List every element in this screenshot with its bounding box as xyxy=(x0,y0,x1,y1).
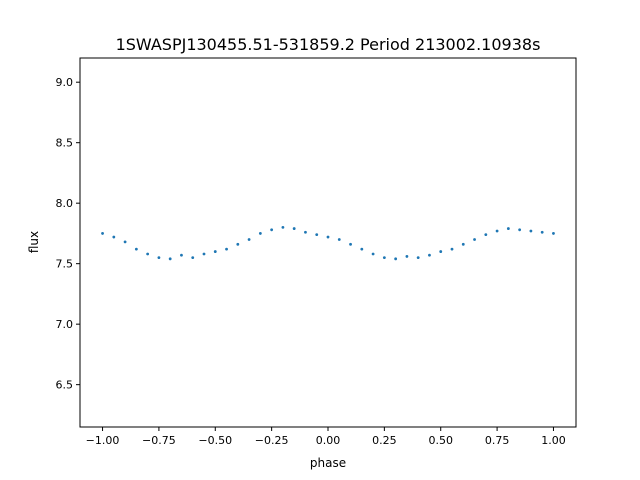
data-point xyxy=(304,230,307,234)
data-point xyxy=(270,228,274,232)
data-point xyxy=(552,232,555,235)
y-tick-label: 7.0 xyxy=(56,318,74,331)
data-point xyxy=(518,228,522,232)
x-tick-label: −0.50 xyxy=(198,434,232,447)
data-point xyxy=(416,256,420,260)
data-point xyxy=(157,256,161,260)
data-point xyxy=(146,252,150,256)
data-point xyxy=(450,247,454,251)
data-point xyxy=(134,247,138,251)
y-tick-label: 8.5 xyxy=(56,137,74,150)
data-point xyxy=(382,256,386,260)
data-point xyxy=(495,229,499,233)
data-point xyxy=(213,250,217,253)
data-point xyxy=(202,252,206,256)
y-tick-label: 8.0 xyxy=(56,197,74,210)
data-point xyxy=(180,253,183,257)
x-tick-label: 1.00 xyxy=(541,434,566,447)
data-point xyxy=(337,238,341,241)
data-point xyxy=(540,230,544,234)
data-point xyxy=(349,242,352,246)
x-tick-label: 0.75 xyxy=(485,434,510,447)
y-axis-ticks: 6.5 7.0 7.5 8.0 8.5 9.0 xyxy=(56,76,80,392)
data-point xyxy=(247,238,251,241)
data-point xyxy=(506,227,510,230)
data-point xyxy=(292,227,296,230)
data-point xyxy=(258,232,262,235)
data-point xyxy=(112,235,116,239)
data-point xyxy=(101,232,104,235)
data-point xyxy=(168,257,172,261)
x-tick-label: 0.00 xyxy=(316,434,341,447)
data-point xyxy=(484,233,488,237)
data-point xyxy=(236,242,240,246)
data-point xyxy=(326,235,330,239)
x-tick-label: −1.00 xyxy=(86,434,120,447)
chart-title: 1SWASPJ130455.51-531859.2 Period 213002.… xyxy=(116,35,541,54)
data-point xyxy=(371,252,375,256)
y-tick-label: 6.5 xyxy=(56,379,74,392)
x-tick-label: 0.25 xyxy=(372,434,397,447)
data-point xyxy=(123,240,127,244)
data-point xyxy=(225,247,228,251)
x-tick-label: 0.50 xyxy=(428,434,453,447)
data-point xyxy=(529,229,533,233)
data-point xyxy=(191,256,195,260)
x-tick-label: −0.75 xyxy=(142,434,176,447)
data-point xyxy=(439,250,443,253)
data-point xyxy=(315,233,319,237)
data-points xyxy=(101,225,555,261)
data-point xyxy=(405,255,409,258)
x-axis-ticks: −1.00 −0.75 −0.50 −0.25 0.00 0.25 0.50 0.75 1.00 xyxy=(86,427,566,447)
data-point xyxy=(428,253,431,257)
y-tick-label: 7.5 xyxy=(56,258,74,271)
y-axis-label: flux xyxy=(27,231,41,253)
data-point xyxy=(360,247,364,251)
data-point xyxy=(394,257,398,261)
data-point xyxy=(281,225,285,229)
data-point xyxy=(461,242,465,246)
data-point xyxy=(473,238,476,241)
x-axis-label: phase xyxy=(310,456,346,470)
y-tick-label: 9.0 xyxy=(56,76,74,89)
plot-frame xyxy=(79,57,577,428)
x-tick-label: −0.25 xyxy=(255,434,289,447)
